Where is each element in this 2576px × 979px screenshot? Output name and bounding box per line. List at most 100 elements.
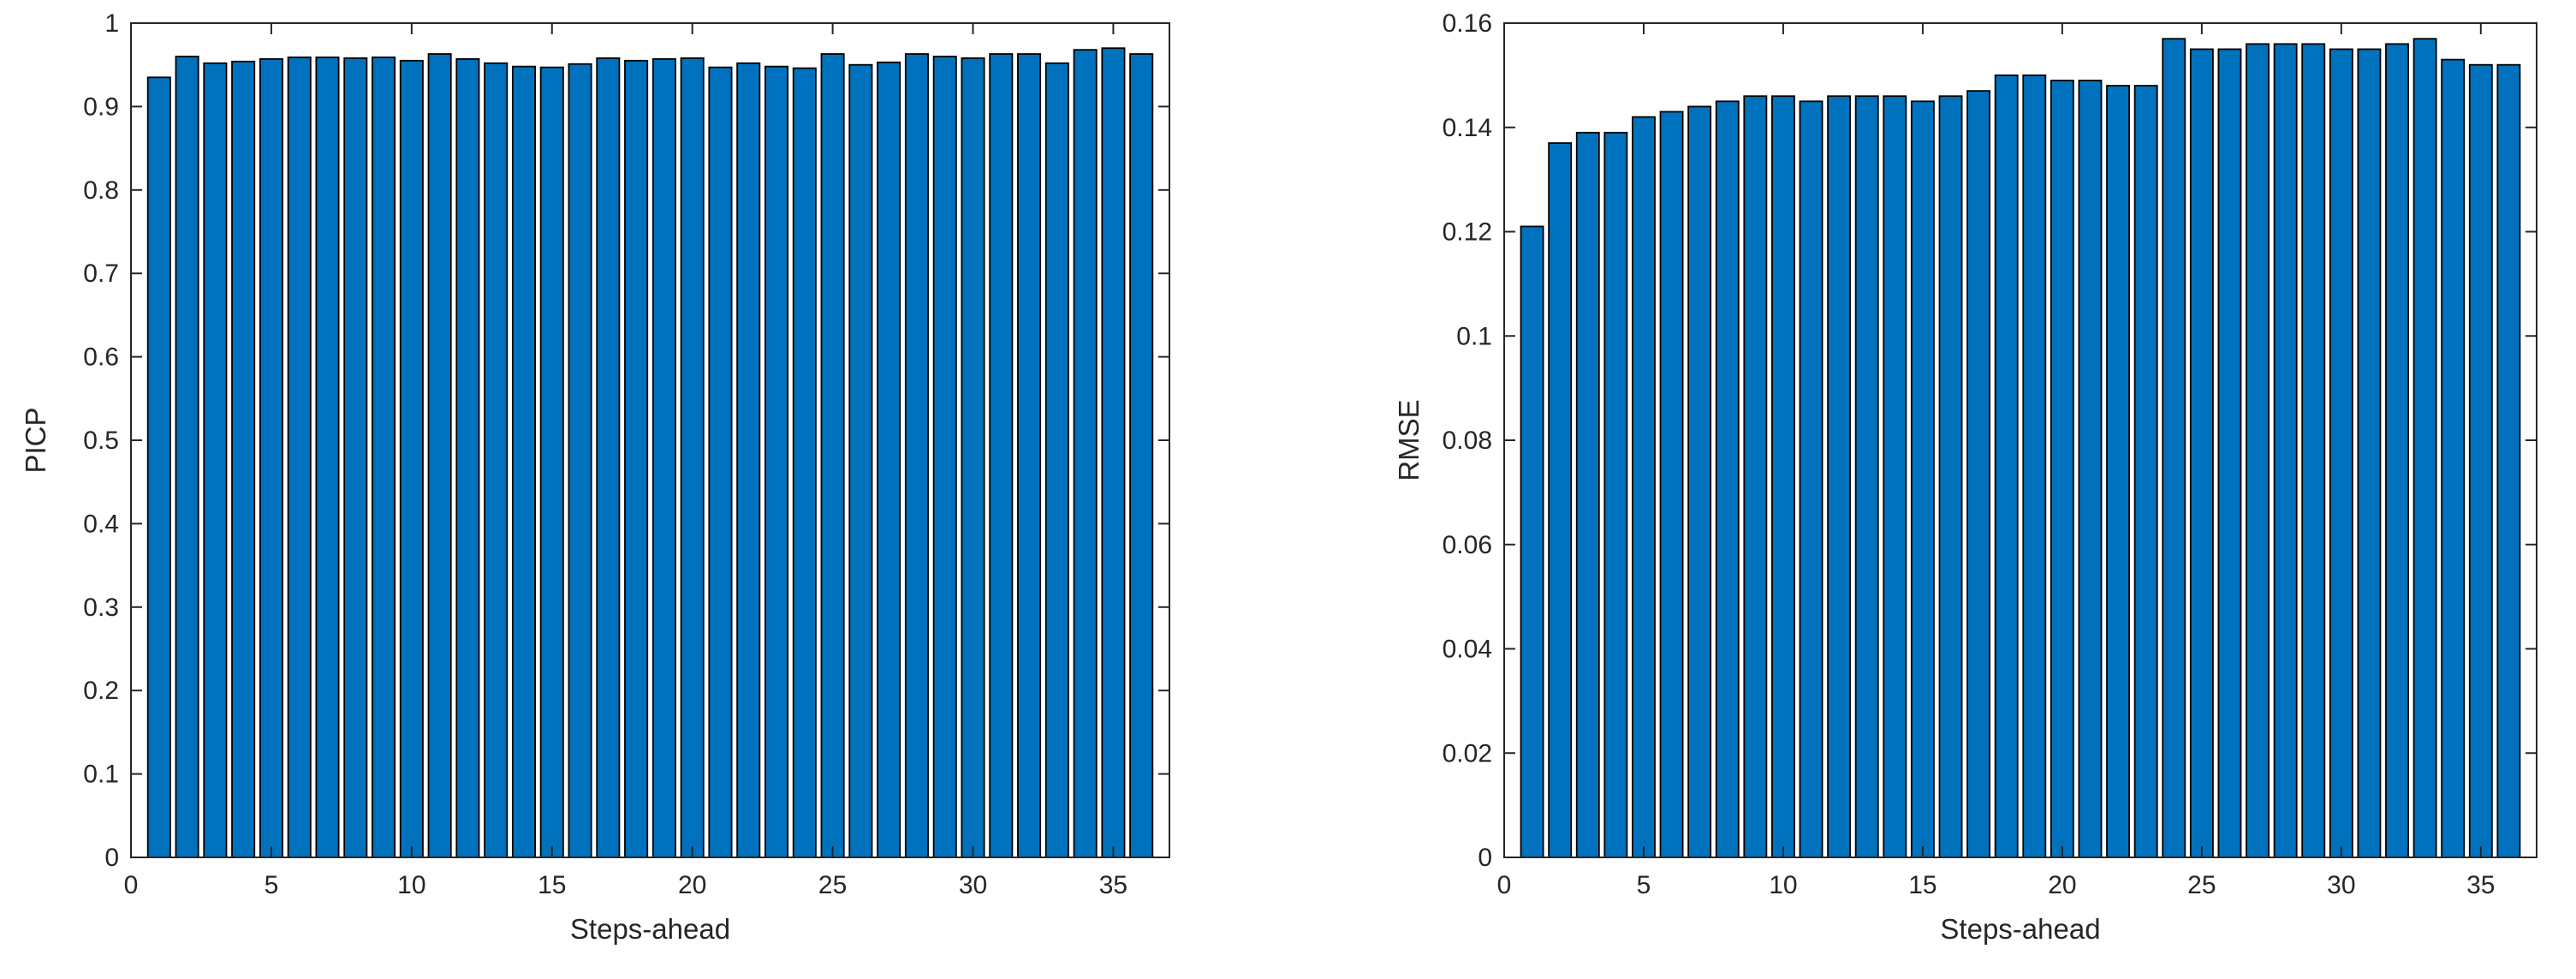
y-tick-label: 0.08 [1443,427,1492,455]
y-tick-label: 1 [104,9,119,38]
bar [1101,47,1126,858]
y-tick-label: 0.5 [83,427,119,455]
bar [1659,110,1684,858]
x-tick-label: 10 [1769,871,1797,899]
x-tick-label: 15 [1908,871,1936,899]
bar [961,57,985,858]
bar [596,57,621,858]
bar-series [1520,38,2521,858]
bar [455,57,480,858]
bar [2357,48,2382,858]
x-tick-label: 35 [1099,871,1127,899]
y-tick-label: 0.14 [1443,114,1492,142]
bar [1715,100,1740,858]
bar [1743,95,1768,858]
bar [2412,38,2437,858]
x-tick-label: 35 [2466,871,2495,899]
bar [1938,95,1963,858]
bar [932,56,957,858]
bar [2329,48,2353,858]
bar [1883,95,1907,858]
bar [1799,100,1823,858]
bar [511,65,536,858]
bar [2162,38,2186,858]
y-tick-label: 0.2 [83,677,119,705]
x-tick-label: 20 [678,871,706,899]
bar [680,57,705,858]
y-axis-label: RMSE [1393,399,1425,481]
bar [1910,100,1935,858]
bar [1632,116,1656,858]
bar [2496,63,2521,858]
bar [2246,43,2270,858]
bar [1548,142,1573,858]
bar [1994,74,2019,858]
bar [708,66,733,858]
axis-box [1503,22,2537,858]
bar [2078,80,2103,858]
bar [2273,43,2298,858]
bar [427,53,452,858]
bar [568,63,592,858]
bar [651,57,676,858]
y-tick-label: 0.7 [83,260,119,288]
bar [820,53,845,858]
bar [399,59,424,858]
bar [343,57,368,858]
bar [1520,225,1544,858]
y-tick-label: 0.12 [1443,218,1492,247]
x-tick-label: 30 [959,871,987,899]
bar [2049,80,2074,858]
x-tick-label: 20 [2048,871,2076,899]
x-tick-label: 15 [538,871,566,899]
bar [1129,53,1154,858]
x-tick-label: 25 [2187,871,2216,899]
bar [1017,53,1042,858]
bar [2133,85,2158,858]
bar [764,65,789,858]
y-axis-label: PICP [20,407,51,473]
x-tick-label: 5 [1637,871,1651,899]
bar [624,59,649,858]
x-tick-label: 10 [397,871,425,899]
y-tick-label: 0 [1478,844,1492,872]
bar [1827,95,1852,858]
y-tick-label: 0.6 [83,343,119,372]
bar [2441,58,2466,858]
bar [372,57,396,858]
bar [1854,95,1879,858]
bar [2022,74,2047,858]
bar [2468,63,2493,858]
x-tick-label: 5 [265,871,279,899]
bar-series [146,47,1154,858]
y-tick-label: 0.1 [1456,322,1492,350]
bar [175,56,199,858]
x-tick-label: 25 [818,871,847,899]
x-axis-label: Steps-ahead [570,913,730,945]
bar [1603,131,1628,858]
y-tick-label: 0.16 [1443,9,1492,38]
bar [1044,62,1069,858]
bar [736,62,761,858]
y-tick-label: 0.4 [83,510,119,538]
y-tick-label: 0.9 [83,93,119,121]
bar [1575,131,1600,858]
y-tick-label: 0 [104,844,119,872]
x-tick-label: 0 [1497,871,1512,899]
bar [904,53,929,858]
bar [792,67,817,858]
bar [1687,105,1712,858]
bar [2301,43,2326,858]
picp-chart: 00.10.20.30.40.50.60.70.80.910 5 10 15 20 25 3… [20,9,1170,945]
bar [1073,49,1098,858]
y-tick-label: 0.06 [1443,531,1492,559]
bar [2217,48,2242,858]
bar [1771,95,1795,858]
bar [259,57,283,858]
y-tick-label: 0.04 [1443,636,1492,664]
bar [315,57,340,858]
y-tick-label: 0.1 [83,761,119,789]
rmse-chart: 0 0.02 0.04 0.06 0.08 0.1 0.12 0.14 0.16 0 5 10 15 20… [1393,9,2537,945]
